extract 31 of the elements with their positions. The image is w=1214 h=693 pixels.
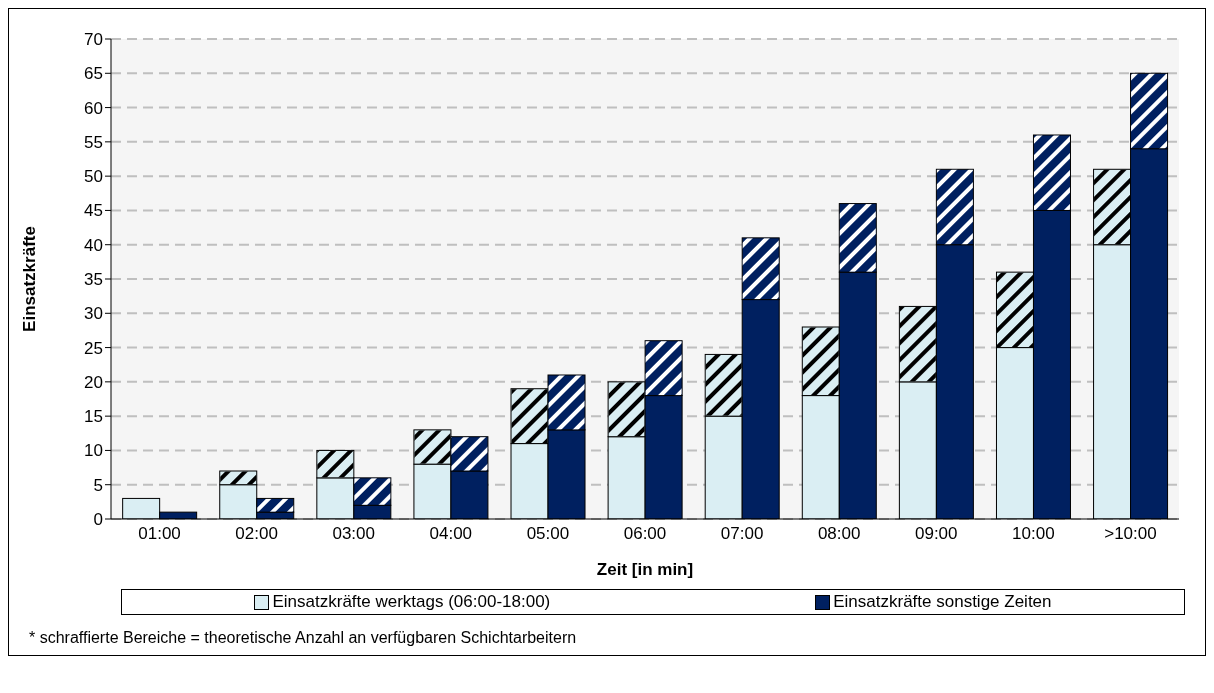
x-tick-label: 04:00 <box>429 524 473 544</box>
y-tick-label: 55 <box>84 132 103 152</box>
x-tick-label: 10:00 <box>1012 524 1055 544</box>
y-tick-label: 10 <box>84 441 103 461</box>
y-tick-label: 60 <box>84 98 103 118</box>
y-tick-label: 70 <box>84 30 103 50</box>
y-tick-label: 20 <box>84 372 103 392</box>
y-tick-label: 65 <box>84 64 103 84</box>
x-tick-label: 02:00 <box>235 524 278 544</box>
y-tick-label: 25 <box>84 338 103 358</box>
y-tick-label: 5 <box>93 475 103 495</box>
x-tick-label: 09:00 <box>915 524 958 544</box>
x-tick-label: 01:00 <box>138 524 181 544</box>
y-tick-label: 50 <box>84 167 103 187</box>
y-tick-label: 15 <box>84 407 103 427</box>
y-tick-label: 0 <box>93 510 103 530</box>
x-tick-label: 03:00 <box>332 524 375 544</box>
legend-label: Einsatzkräfte sonstige Zeiten <box>832 592 1052 612</box>
y-tick-label: 30 <box>84 304 103 324</box>
x-tick-label: 06:00 <box>623 524 667 544</box>
y-axis-title: Einsatzkräfte <box>20 226 40 332</box>
x-tick-label: 08:00 <box>817 524 861 544</box>
legend-label: Einsatzkräfte werktags (06:00-18:00) <box>271 592 551 612</box>
y-tick-label: 35 <box>84 270 103 290</box>
x-tick-label: 07:00 <box>720 524 764 544</box>
y-tick-label: 40 <box>84 235 103 255</box>
y-tick-label: 45 <box>84 201 103 221</box>
x-tick-label: 05:00 <box>526 524 570 544</box>
x-axis-title: Zeit [in min] <box>596 560 694 579</box>
x-tick-label: >10:00 <box>1104 524 1157 544</box>
text: * schraffierte Bereiche = theoretische Anzahl an verfügbaren Schichtarbeitern <box>29 629 578 647</box>
